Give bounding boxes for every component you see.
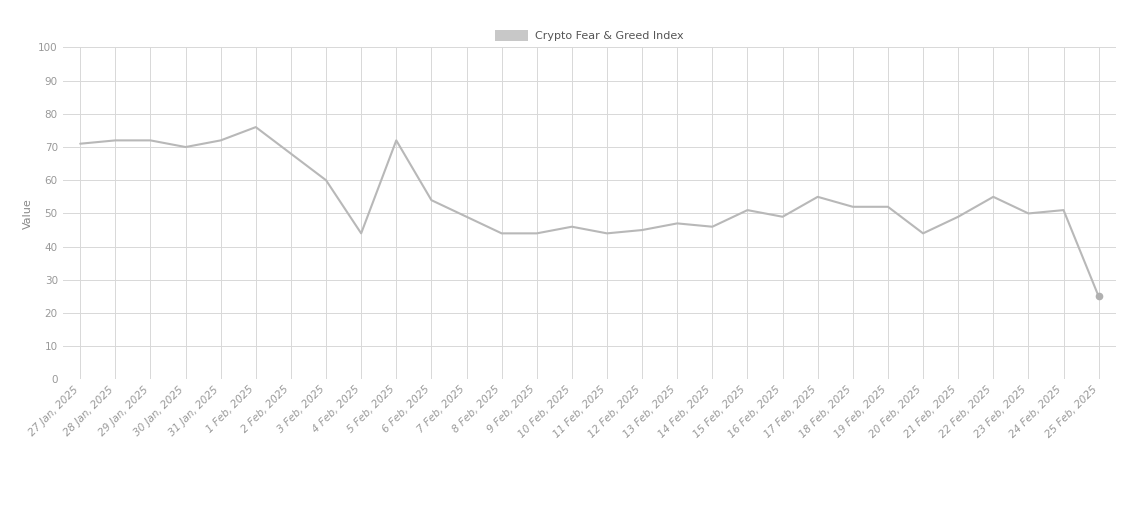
Legend: Crypto Fear & Greed Index: Crypto Fear & Greed Index xyxy=(495,30,683,41)
Y-axis label: Value: Value xyxy=(23,198,33,229)
